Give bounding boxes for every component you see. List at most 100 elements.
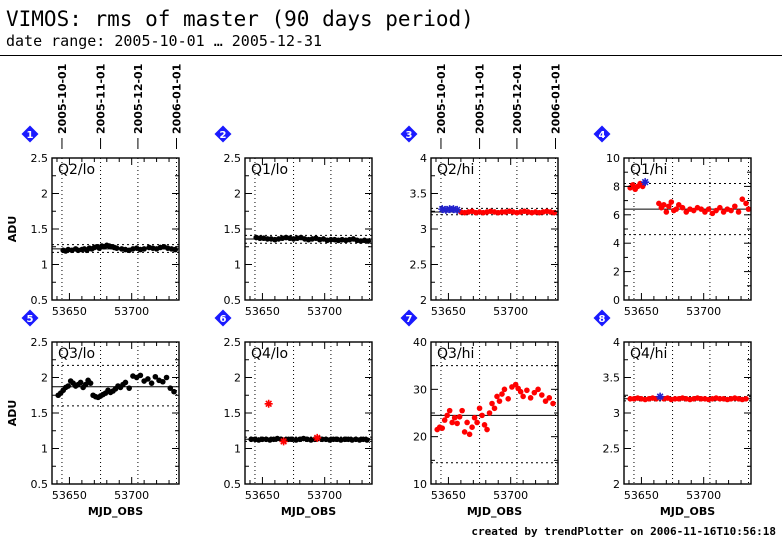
panel-6-label: Q4/lo xyxy=(251,346,288,362)
panel-1-ytick-label-2: 1.5 xyxy=(31,223,49,236)
panel-7-point-5 xyxy=(446,407,453,414)
date-label-col1-3: 2006-01-01 xyxy=(171,64,184,134)
panel-5-xtick-label-1: 53700 xyxy=(114,489,149,502)
date-label-col3-0: 2005-10-01 xyxy=(435,64,448,134)
panel-8-ytick-label-0: 2 xyxy=(613,478,620,491)
panel-7-point-21 xyxy=(486,410,493,416)
panel-7-point-8 xyxy=(454,420,460,427)
panel-7-point-15 xyxy=(471,414,478,421)
panel-4-ytick-label-5: 10 xyxy=(606,152,620,165)
panel-1-frame xyxy=(51,157,180,301)
panel-2-ytick-label-1: 1 xyxy=(234,259,241,272)
panel-8-xtick-label-0: 53650 xyxy=(624,489,659,502)
panel-3-xtick-label-0: 53650 xyxy=(431,305,466,318)
panel-5-point-33 xyxy=(145,376,151,382)
panel-6-ytick-label-3: 2 xyxy=(234,372,241,385)
panel-6-outlier-0 xyxy=(264,399,273,408)
panel-6-xtick-label-1: 53700 xyxy=(307,489,342,502)
panel-4-point-25 xyxy=(717,204,723,211)
panel-2-point-30 xyxy=(365,238,372,244)
panel-7-point-35 xyxy=(527,395,534,401)
panel-8-ytick-label-3: 3.5 xyxy=(603,372,621,385)
panel-7-point-25 xyxy=(496,398,503,404)
panel-4-point-5 xyxy=(639,183,646,190)
panel-7-point-40 xyxy=(546,395,553,401)
panel-1-point-35 xyxy=(172,246,179,253)
panel-6-frame xyxy=(244,341,373,485)
date-label-col1-0: 2005-10-01 xyxy=(56,64,69,134)
date-label-col3-1: 2005-11-01 xyxy=(474,64,487,134)
page-title: VIMOS: rms of master (90 days period) xyxy=(6,7,474,31)
panel-7-point-12 xyxy=(464,419,470,426)
panel-1-ytick-label-0: 0.5 xyxy=(31,294,49,307)
panel-2-ytick-label-0: 0.5 xyxy=(224,294,242,307)
panel-5-point-34 xyxy=(148,380,155,386)
panel-7-point-16 xyxy=(474,419,480,426)
panel-5-point-38 xyxy=(163,374,170,381)
panel-3-frame xyxy=(430,157,559,301)
panel-4-ytick-label-2: 4 xyxy=(613,237,620,250)
panel-4-point-31 xyxy=(739,196,746,202)
panel-7-ytick-label-3: 40 xyxy=(413,336,427,349)
panel-4-xtick-label-0: 53650 xyxy=(624,305,659,318)
panel-6-outlier-1 xyxy=(279,437,288,446)
panel-4-xtick-label-1: 53700 xyxy=(686,305,721,318)
panel-4-point-29 xyxy=(732,203,738,210)
panel-7-ytick-label-2: 30 xyxy=(413,383,427,396)
panel-8-ytick-label-2: 3 xyxy=(613,407,620,420)
panel-2-xtick-label-1: 53700 xyxy=(307,305,342,318)
panel-3-xtick-label-1: 53700 xyxy=(493,305,528,318)
panel-2-ytick-label-2: 1.5 xyxy=(224,223,242,236)
panel-5-point-40 xyxy=(171,388,177,395)
date-range-subtitle: date range: 2005-10-01 … 2005-12-31 xyxy=(6,32,323,50)
panel-1-ytick-label-4: 2.5 xyxy=(31,152,49,165)
panel-7-point-14 xyxy=(469,424,475,431)
panel-3-outlier-4 xyxy=(453,205,462,214)
panel-7-point-39 xyxy=(542,398,549,404)
panel-7-point-32 xyxy=(517,388,524,395)
panel-7-point-27 xyxy=(501,386,508,393)
panel-8-ytick-label-4: 4 xyxy=(613,336,620,349)
panel-7-point-18 xyxy=(479,412,485,419)
panel-1-ylabel: ADU xyxy=(6,216,19,243)
panel-8-badge-icon xyxy=(593,309,611,327)
panel-7-point-38 xyxy=(539,392,545,398)
panel-1-badge-number: 1 xyxy=(27,130,34,141)
panel-4-point-28 xyxy=(728,207,734,214)
panel-4-point-1 xyxy=(629,182,636,188)
panel-7-point-6 xyxy=(449,419,455,426)
panel-1-ytick-label-3: 2 xyxy=(41,188,48,201)
panel-5-point-4 xyxy=(65,383,71,389)
panel-4-ytick-label-0: 0 xyxy=(613,294,620,307)
panel-4-ytick-label-1: 2 xyxy=(613,266,620,279)
panel-7-point-11 xyxy=(461,429,468,435)
date-label-col1-1: 2005-11-01 xyxy=(95,64,108,134)
panel-6-ytick-label-1: 1 xyxy=(234,443,241,456)
panel-3-ytick-label-0: 2 xyxy=(420,294,427,307)
panel-7-point-13 xyxy=(466,431,473,438)
panel-4-point-33 xyxy=(745,206,752,212)
panel-5-ytick-label-0: 0.5 xyxy=(31,478,49,491)
panel-7-point-7 xyxy=(451,414,458,421)
panel-3-badge-number: 3 xyxy=(406,130,413,141)
panel-4-badge-icon xyxy=(593,125,611,143)
panel-7-point-22 xyxy=(489,400,495,407)
credit-line: created by trendPlotter on 2006-11-16T10… xyxy=(471,525,776,538)
panel-5-point-28 xyxy=(126,385,132,391)
panel-1-xtick-label-1: 53700 xyxy=(114,305,149,318)
panel-3-point-25 xyxy=(551,209,558,216)
panel-6-ytick-label-2: 1.5 xyxy=(224,407,242,420)
panel-8-badge-number: 8 xyxy=(599,314,606,325)
panel-8-xlabel: MJD_OBS xyxy=(660,505,715,518)
panel-7-ytick-label-0: 10 xyxy=(413,478,427,491)
panel-7-point-41 xyxy=(550,400,556,407)
panel-1-label: Q2/lo xyxy=(58,162,95,178)
panel-5-ytick-label-3: 2 xyxy=(41,372,48,385)
panel-5-point-35 xyxy=(152,373,159,380)
panel-4-point-6 xyxy=(656,200,662,207)
panel-8-frame xyxy=(623,341,752,485)
panel-5-point-13 xyxy=(87,380,94,386)
panel-5-frame xyxy=(51,341,180,485)
panel-7-badge-number: 7 xyxy=(406,314,413,325)
